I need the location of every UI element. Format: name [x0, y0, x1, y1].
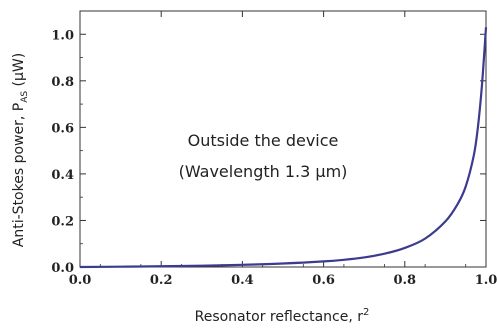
y-tick-label: 1.0 — [51, 28, 74, 43]
x-ticks: 0.0 0.2 0.4 0.6 0.8 1.0 — [69, 11, 497, 288]
y-axis-label-sub: AS — [20, 91, 30, 103]
x-tick-label: 0.8 — [393, 273, 416, 288]
x-axis-label: Resonator reflectance, r2 — [195, 307, 370, 325]
x-tick-label: 0.2 — [150, 273, 173, 288]
x-tick-label: 0.4 — [231, 273, 254, 288]
x-axis-label-main: Resonator reflectance, r — [195, 309, 364, 325]
y-axis-label-main: Anti-Stokes power, P — [11, 103, 27, 247]
y-axis-label: Anti-Stokes power, PAS (μW) — [11, 53, 30, 247]
annotation-line-1: Outside the device — [188, 131, 339, 150]
plot-frame — [79, 10, 487, 268]
series — [79, 27, 488, 269]
y-tick-label: 0.6 — [51, 121, 74, 136]
x-tick-label: 1.0 — [475, 273, 497, 288]
annotation-line-2: (Wavelength 1.3 μm) — [179, 162, 348, 181]
plot-border — [79, 10, 487, 268]
y-axis-label-unit: (μW) — [11, 53, 27, 91]
y-tick-label: 0.2 — [51, 214, 74, 229]
x-axis-label-sup: 2 — [363, 307, 369, 318]
y-tick-label: 0.0 — [51, 261, 74, 276]
series-line-0 — [79, 27, 488, 269]
y-ticks: 0.0 0.2 0.4 0.6 0.8 1.0 — [51, 10, 486, 276]
x-tick-label: 0.0 — [69, 273, 92, 288]
y-tick-label: 0.8 — [51, 75, 74, 90]
x-tick-label: 0.6 — [312, 273, 335, 288]
y-tick-label: 0.4 — [51, 168, 74, 183]
